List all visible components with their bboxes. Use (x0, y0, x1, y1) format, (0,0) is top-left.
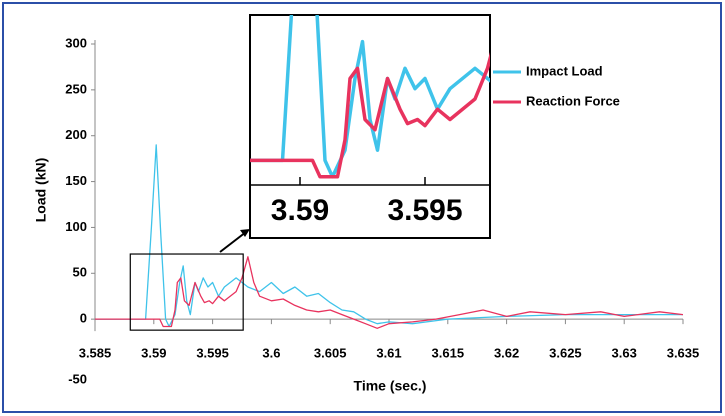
x-tick-label: 3.635 (667, 346, 700, 361)
y-tick-label: 0 (80, 311, 87, 326)
x-tick-label: 3.6 (262, 346, 280, 361)
inset-line (250, 15, 490, 179)
series-line (95, 256, 683, 329)
x-tick-label: 3.605 (314, 346, 347, 361)
legend-label: Impact Load (526, 63, 603, 78)
inset-line-group (250, 15, 490, 179)
series-line (95, 144, 683, 328)
x-tick-label: 3.585 (79, 346, 112, 361)
inset-tick-label: 3.595 (387, 194, 462, 227)
zoom-region (129, 253, 244, 331)
y-tick-label: 100 (65, 219, 87, 234)
inset-line (250, 52, 490, 179)
x-tick-label: 3.63 (612, 346, 637, 361)
y-tick-label: 300 (65, 35, 87, 50)
zoom-arrow-head (240, 229, 250, 237)
legend-label: Reaction Force (526, 93, 620, 108)
x-tick-label: 3.59 (141, 346, 166, 361)
inset-tick-label: 3.59 (271, 194, 329, 227)
y-tick-label: 250 (65, 81, 87, 96)
x-tick-label: 3.595 (196, 346, 229, 361)
y-tick-label: 150 (65, 173, 87, 188)
x-tick-label: 3.62 (494, 346, 519, 361)
y-axis-label: Load (kN) (33, 158, 49, 223)
x-tick-label: 3.625 (549, 346, 582, 361)
y-tick-label: -50 (68, 371, 87, 386)
x-tick-label: 3.615 (432, 346, 465, 361)
y-tick-label: 200 (65, 127, 87, 142)
zoom-arrow (219, 231, 247, 253)
series-line-group (95, 144, 683, 329)
y-tick-label: 50 (73, 265, 87, 280)
x-tick-label: 3.61 (376, 346, 401, 361)
x-axis-label: Time (sec.) (354, 378, 427, 394)
